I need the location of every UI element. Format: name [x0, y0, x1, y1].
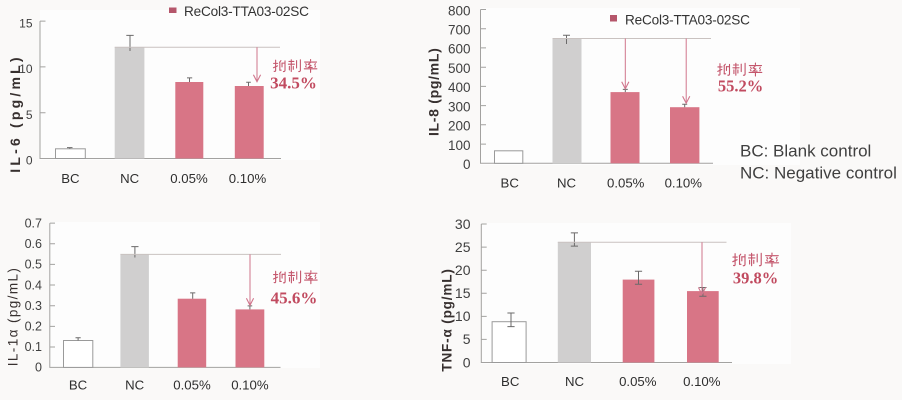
svg-text:NC: Negative control: NC: Negative control — [740, 164, 897, 183]
svg-text:10: 10 — [455, 308, 471, 324]
svg-text:0.6: 0.6 — [25, 237, 42, 251]
svg-text:15: 15 — [455, 285, 471, 301]
svg-text:0.10%: 0.10% — [229, 171, 267, 186]
svg-text:0: 0 — [463, 157, 471, 172]
svg-text:ReCol3-TTA03-02SC: ReCol3-TTA03-02SC — [625, 13, 750, 28]
svg-text:0.1: 0.1 — [25, 340, 42, 354]
svg-text:5: 5 — [26, 108, 33, 122]
svg-text:39.8%: 39.8% — [733, 269, 778, 288]
svg-text:NC: NC — [125, 378, 145, 393]
svg-text:600: 600 — [448, 42, 471, 57]
svg-text:800: 800 — [448, 3, 471, 18]
svg-text:0.10%: 0.10% — [683, 374, 721, 389]
svg-text:NC: NC — [557, 176, 577, 191]
svg-text:0.5: 0.5 — [25, 258, 42, 272]
svg-text:NC: NC — [120, 171, 140, 186]
svg-text:BC: Blank control: BC: Blank control — [740, 142, 871, 161]
svg-text:BC: BC — [61, 171, 80, 186]
svg-text:34.5%: 34.5% — [270, 74, 317, 93]
svg-text:400: 400 — [448, 80, 471, 95]
svg-text:0: 0 — [35, 361, 42, 375]
svg-text:500: 500 — [448, 61, 471, 76]
svg-text:0.05%: 0.05% — [173, 378, 211, 393]
svg-text:IL-8 (pg/mL): IL-8 (pg/mL) — [426, 48, 442, 137]
svg-text:BC: BC — [69, 378, 88, 393]
svg-text:0.10%: 0.10% — [231, 378, 269, 393]
svg-text:300: 300 — [448, 99, 471, 114]
svg-text:0.10%: 0.10% — [665, 176, 703, 191]
svg-text:0: 0 — [26, 154, 33, 168]
svg-text:30: 30 — [455, 216, 471, 232]
svg-text:0.7: 0.7 — [25, 216, 42, 230]
svg-text:NC: NC — [565, 374, 585, 389]
svg-text:700: 700 — [448, 23, 471, 38]
svg-text:0.4: 0.4 — [25, 278, 42, 292]
svg-text:0.05%: 0.05% — [170, 171, 208, 186]
svg-text:0: 0 — [463, 354, 471, 370]
svg-text:ReCol3-TTA03-02SC: ReCol3-TTA03-02SC — [184, 4, 309, 19]
svg-text:IL-6 (pg/mL): IL-6 (pg/mL) — [7, 54, 23, 173]
svg-text:25: 25 — [455, 239, 471, 255]
svg-text:200: 200 — [448, 119, 471, 134]
svg-text:0.2: 0.2 — [25, 320, 42, 334]
svg-text:5: 5 — [463, 331, 471, 347]
svg-text:0.05%: 0.05% — [607, 176, 645, 191]
svg-text:0.05%: 0.05% — [619, 374, 657, 389]
svg-text:BC: BC — [501, 374, 520, 389]
svg-text:55.2%: 55.2% — [718, 77, 763, 96]
svg-text:45.6%: 45.6% — [271, 289, 318, 308]
svg-text:20: 20 — [455, 262, 471, 278]
svg-text:IL-1α (pg/mL): IL-1α (pg/mL) — [6, 267, 21, 367]
svg-text:10: 10 — [19, 62, 33, 76]
svg-text:15: 15 — [19, 16, 33, 30]
svg-text:BC: BC — [501, 176, 520, 191]
svg-text:0.3: 0.3 — [25, 299, 42, 313]
svg-text:TNF-α (pg/mL): TNF-α (pg/mL) — [440, 268, 455, 371]
svg-text:100: 100 — [448, 138, 471, 153]
